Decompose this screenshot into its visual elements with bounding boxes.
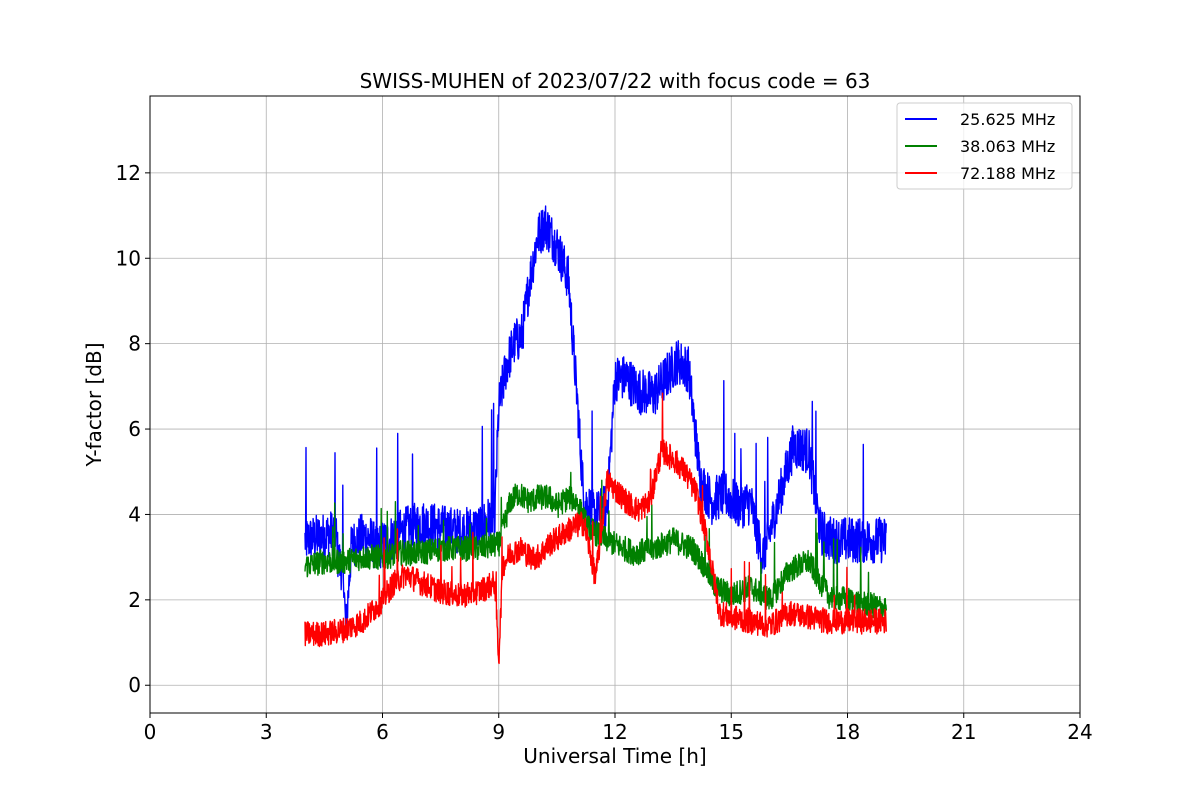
x-axis-label: Universal Time [h]	[523, 744, 706, 768]
chart-title: SWISS-MUHEN of 2023/07/22 with focus cod…	[360, 69, 871, 93]
x-tick-label: 9	[492, 720, 505, 744]
legend: 25.625 MHz 38.063 MHz 72.188 MHz	[896, 102, 1073, 190]
series-line	[304, 471, 887, 621]
x-tick-label: 15	[719, 720, 744, 744]
x-axis-ticks: 0 3 6 9 12 15 18 21 24	[144, 713, 1093, 744]
x-tick-label: 0	[144, 720, 157, 744]
legend-label: 38.063 MHz	[960, 137, 1055, 156]
plot-series	[304, 205, 887, 665]
legend-label: 72.188 MHz	[960, 164, 1055, 183]
y-tick-label: 10	[116, 246, 141, 270]
x-tick-label: 21	[951, 720, 976, 744]
legend-box	[896, 102, 1073, 190]
y-tick-label: 0	[128, 673, 141, 697]
y-tick-label: 6	[128, 417, 141, 441]
legend-label: 25.625 MHz	[960, 110, 1055, 129]
y-axis-label: Y-factor [dB]	[82, 342, 106, 467]
x-tick-label: 18	[835, 720, 860, 744]
y-tick-label: 4	[128, 502, 141, 526]
y-tick-label: 2	[128, 588, 141, 612]
series-line	[304, 392, 887, 665]
y-tick-label: 12	[116, 161, 141, 185]
series-line	[304, 205, 887, 636]
x-tick-label: 12	[602, 720, 627, 744]
y-axis-ticks: 0 2 4 6 8 10 12	[116, 161, 150, 697]
y-tick-label: 8	[128, 332, 141, 356]
x-tick-label: 3	[260, 720, 273, 744]
x-tick-label: 24	[1067, 720, 1092, 744]
x-tick-label: 6	[376, 720, 389, 744]
